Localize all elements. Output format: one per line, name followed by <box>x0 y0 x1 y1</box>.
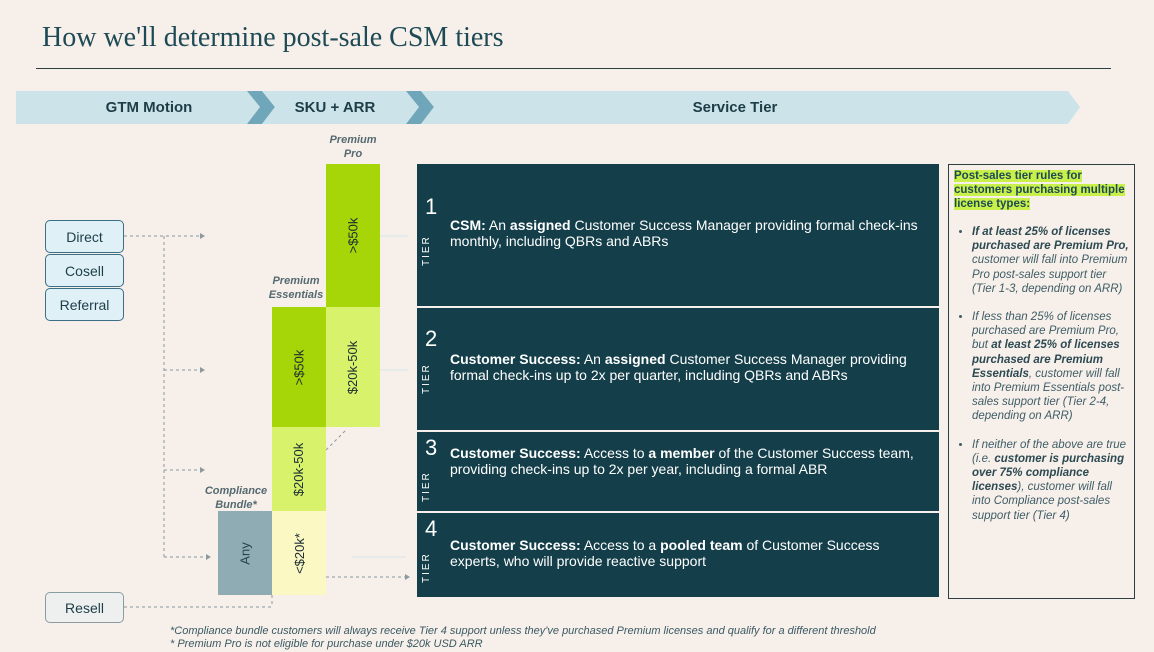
tier-1-number: 1 <box>425 194 438 219</box>
tier-1-word: TIER <box>421 235 432 266</box>
rule-item-3: If neither of the above are true (i.e. c… <box>972 438 1129 523</box>
premium-pro-label: Premium Pro <box>329 134 377 160</box>
header-service-tier: Service Tier <box>692 99 778 116</box>
motion-cosell: Cosell <box>45 254 124 287</box>
tier-1-description: CSM: An assigned Customer Success Manage… <box>450 217 918 249</box>
premium-essentials-label: Premium Essentials <box>268 275 324 301</box>
premium-essentials-gt50k-block: >$50k <box>272 307 326 427</box>
motion-referral: Referral <box>45 288 124 321</box>
tier-3-panel: 3 TIER Customer Success: Access to a mem… <box>417 432 939 511</box>
title-divider <box>36 68 1111 69</box>
rules-list: If at least 25% of licenses purchased ar… <box>954 225 1129 523</box>
footnote-premium-pro: * Premium Pro is not eligible for purcha… <box>170 638 483 650</box>
premium-pro-gt50k-block: >$50k <box>326 164 380 307</box>
tier-3-number: 3 <box>425 435 438 460</box>
tier-rules-box: Post-sales tier rules for customers purc… <box>948 164 1135 599</box>
tier-3-description: Customer Success: Access to a member of … <box>450 445 914 477</box>
page-title: How we'll determine post-sale CSM tiers <box>42 22 504 53</box>
motion-resell: Resell <box>45 592 124 623</box>
compliance-any-text: Any <box>237 541 253 565</box>
footnote-compliance: *Compliance bundle customers will always… <box>170 625 876 637</box>
premium-pro-20-50k-block: $20k-50k <box>326 307 380 427</box>
rules-heading: Post-sales tier rules for customers purc… <box>954 170 1125 210</box>
tier-2-panel: 2 TIER Customer Success: An assigned Cus… <box>417 308 939 430</box>
tier-1-panel: 1 TIER CSM: An assigned Customer Success… <box>417 164 939 306</box>
premium-essentials-lt20k-text: <$20k* <box>291 532 307 574</box>
tier-2-description: Customer Success: An assigned Customer S… <box>450 351 907 383</box>
tier-4-panel: 4 TIER Customer Success: Access to a poo… <box>417 513 939 597</box>
motion-direct: Direct <box>45 220 124 253</box>
premium-essentials-lt20k-block: <$20k* <box>272 511 326 595</box>
premium-pro-20-50k-text: $20k-50k <box>345 340 361 394</box>
tier-2-number: 2 <box>425 326 438 351</box>
header-gtm-motion: GTM Motion <box>105 99 193 116</box>
tier-2-word: TIER <box>421 363 432 394</box>
header-sku-arr: SKU + ARR <box>294 99 376 116</box>
tier-4-word: TIER <box>421 552 432 583</box>
compliance-any-block: Any <box>218 511 272 595</box>
premium-essentials-20-50k-text: $20k-50k <box>291 442 307 496</box>
compliance-bundle-label: Compliance Bundle* <box>204 485 268 511</box>
premium-pro-gt50k-text: >$50k <box>345 217 361 254</box>
rule-item-2: If less than 25% of licenses purchased a… <box>972 310 1129 424</box>
premium-essentials-20-50k-block: $20k-50k <box>272 427 326 511</box>
premium-essentials-gt50k-text: >$50k <box>291 349 307 385</box>
tier-4-description: Customer Success: Access to a pooled tea… <box>450 537 880 569</box>
tier-4-number: 4 <box>425 516 438 541</box>
rule-item-1: If at least 25% of licenses purchased ar… <box>972 225 1129 296</box>
tier-3-word: TIER <box>421 471 432 502</box>
